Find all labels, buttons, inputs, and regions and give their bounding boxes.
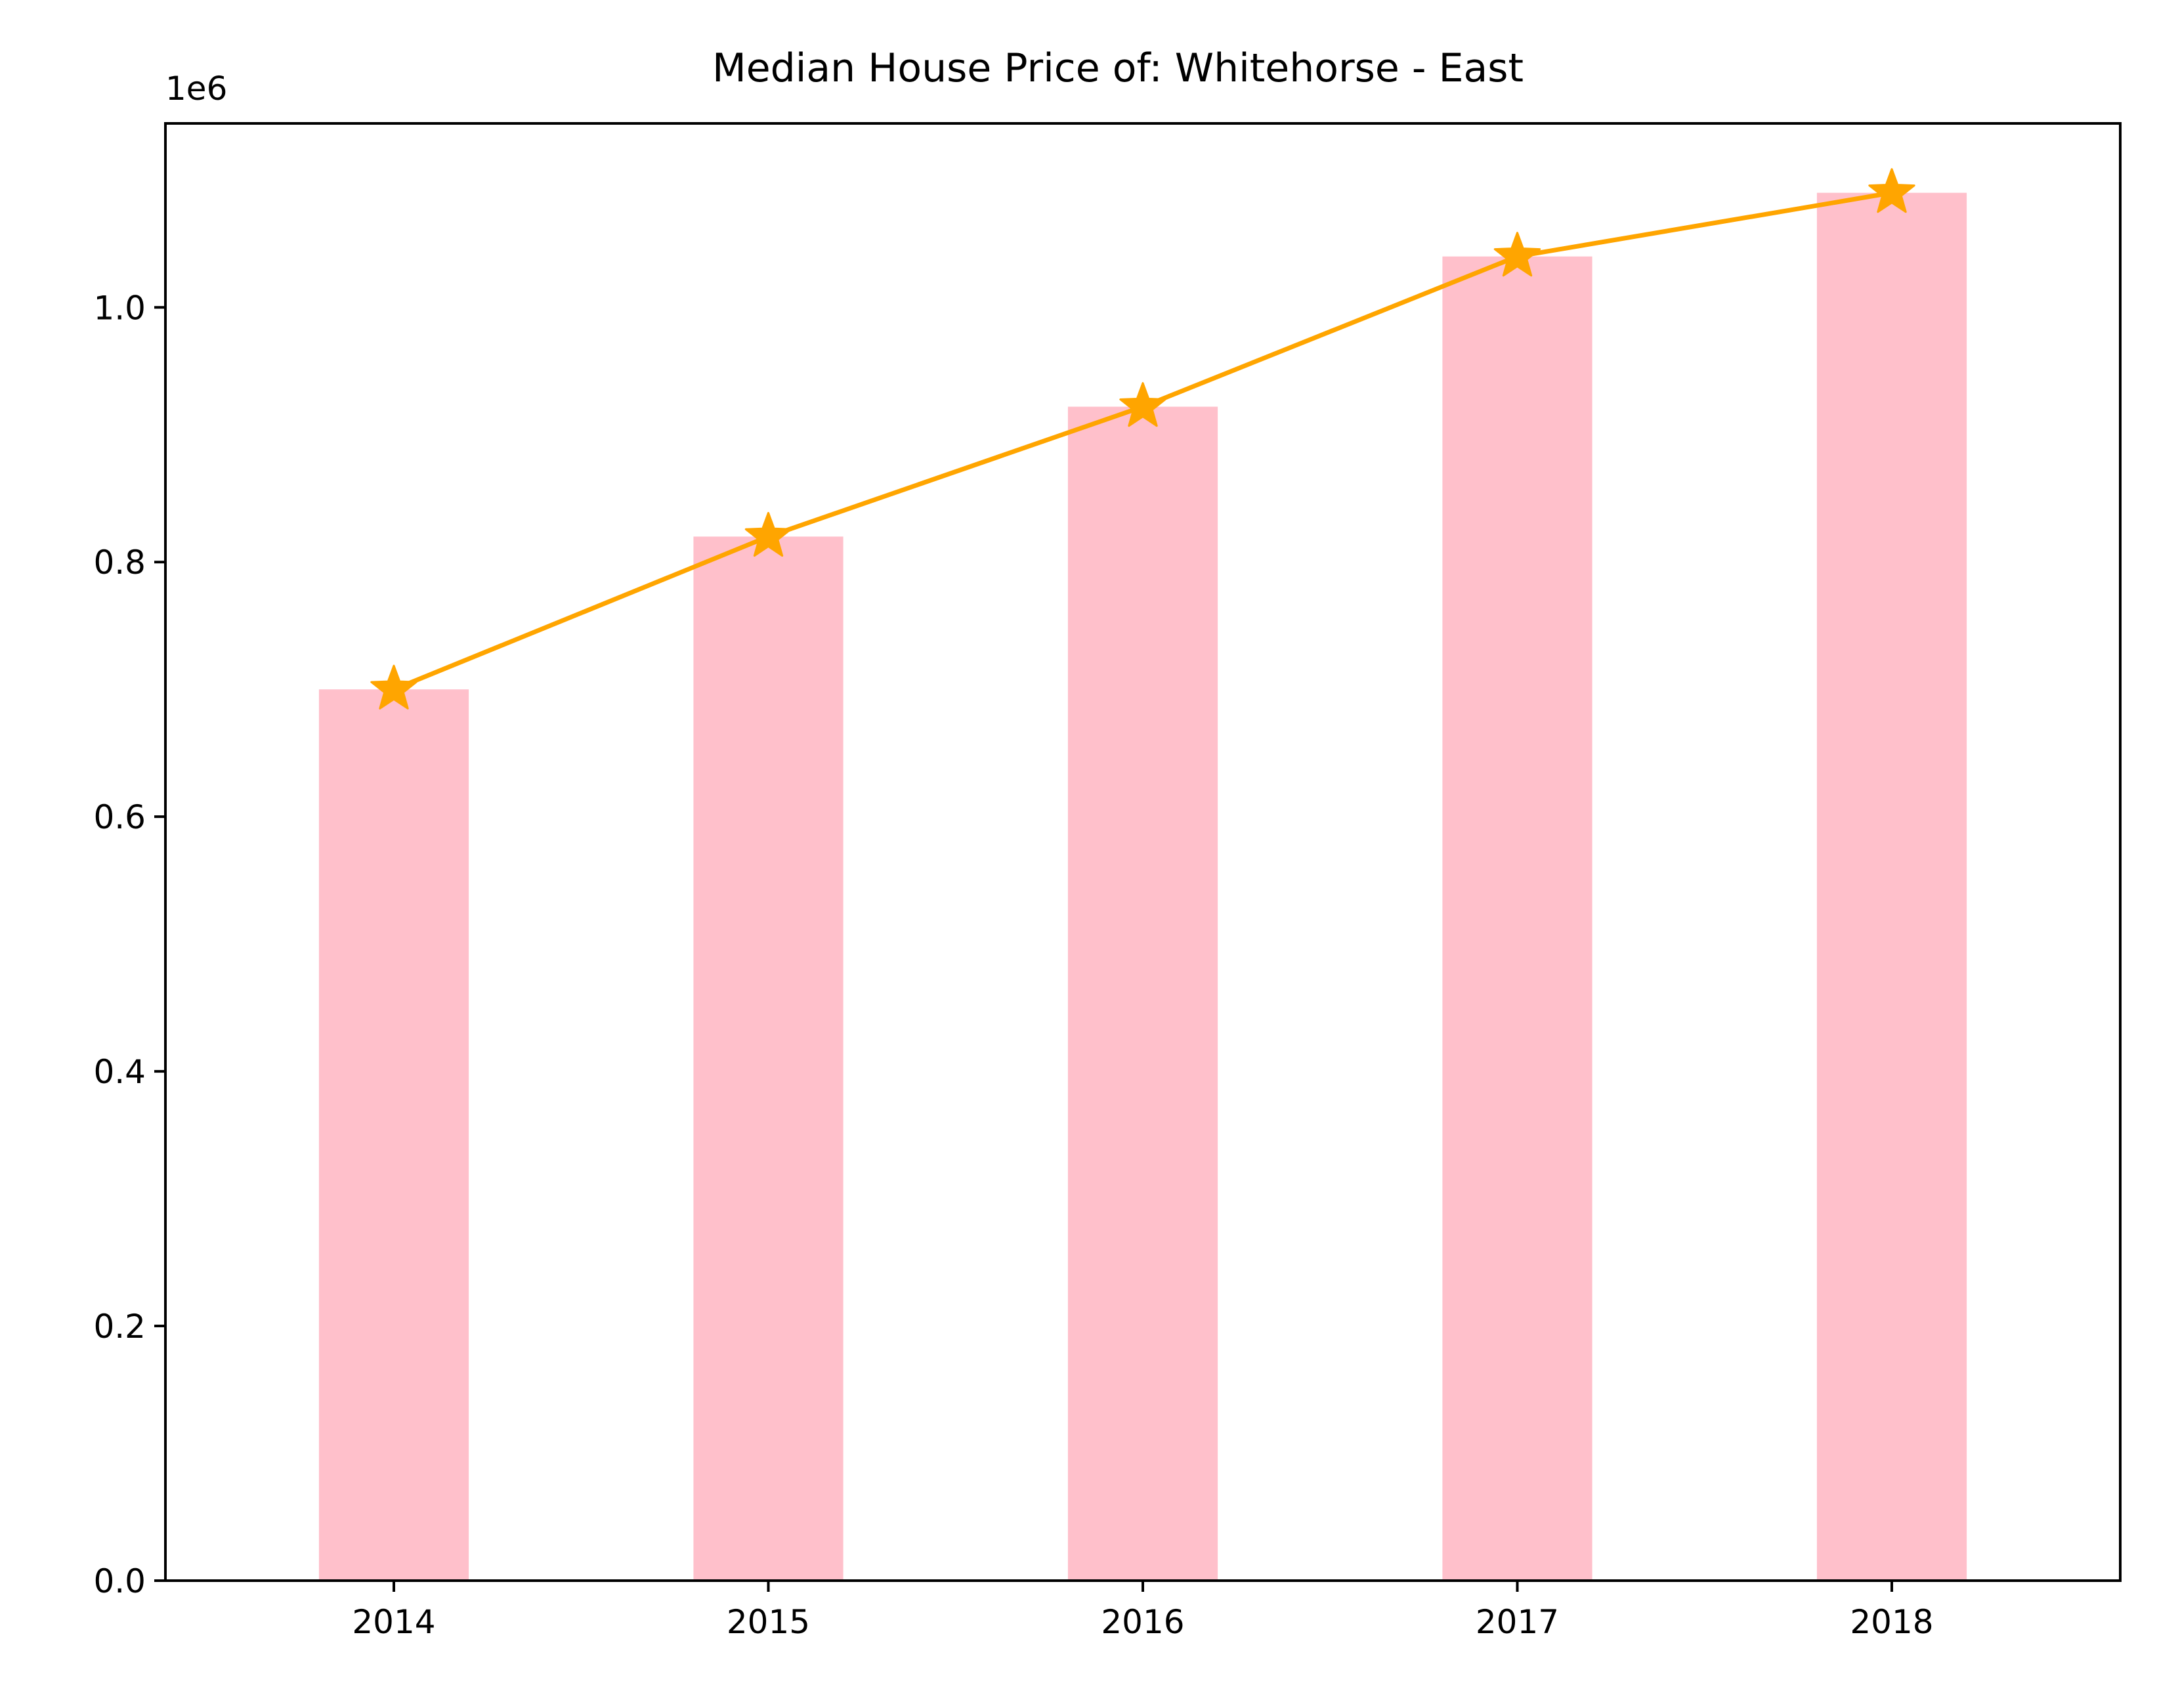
- y-tick-label-0.8: 0.8: [93, 544, 146, 582]
- y-axis-offset-text: 1e6: [165, 70, 227, 108]
- ticks-layer: 2014 2015 2016 2017 2018 0.0 0.2 0.4 0.6 0.8 1.0: [93, 289, 1933, 1641]
- y-tick-label-1.0: 1.0: [93, 289, 146, 327]
- y-tick-label-0.0: 0.0: [93, 1562, 146, 1600]
- star-marker-2018: [1868, 168, 1915, 213]
- chart-title: Median House Price of: Whitehorse - East: [712, 45, 1524, 91]
- y-tick-label-0.4: 0.4: [93, 1053, 146, 1091]
- star-marker-2017: [1493, 232, 1541, 277]
- star-marker-2014: [370, 664, 417, 710]
- x-tick-label-2015: 2015: [727, 1603, 810, 1641]
- star-marker-2015: [744, 511, 792, 557]
- bar-2017: [1442, 256, 1592, 1581]
- y-tick-label-0.6: 0.6: [93, 798, 146, 836]
- y-tick-label-0.2: 0.2: [93, 1308, 146, 1346]
- x-tick-label-2016: 2016: [1101, 1603, 1184, 1641]
- x-tick-label-2018: 2018: [1850, 1603, 1933, 1641]
- star-marker-2016: [1119, 382, 1166, 427]
- bars-layer: [318, 192, 1967, 1581]
- line-layer: [370, 168, 1915, 710]
- bar-2016: [1067, 406, 1218, 1581]
- bar-2018: [1816, 192, 1967, 1581]
- x-tick-label-2014: 2014: [352, 1603, 435, 1641]
- x-tick-label-2017: 2017: [1476, 1603, 1559, 1641]
- bar-2015: [693, 536, 844, 1581]
- bar-2014: [318, 689, 469, 1581]
